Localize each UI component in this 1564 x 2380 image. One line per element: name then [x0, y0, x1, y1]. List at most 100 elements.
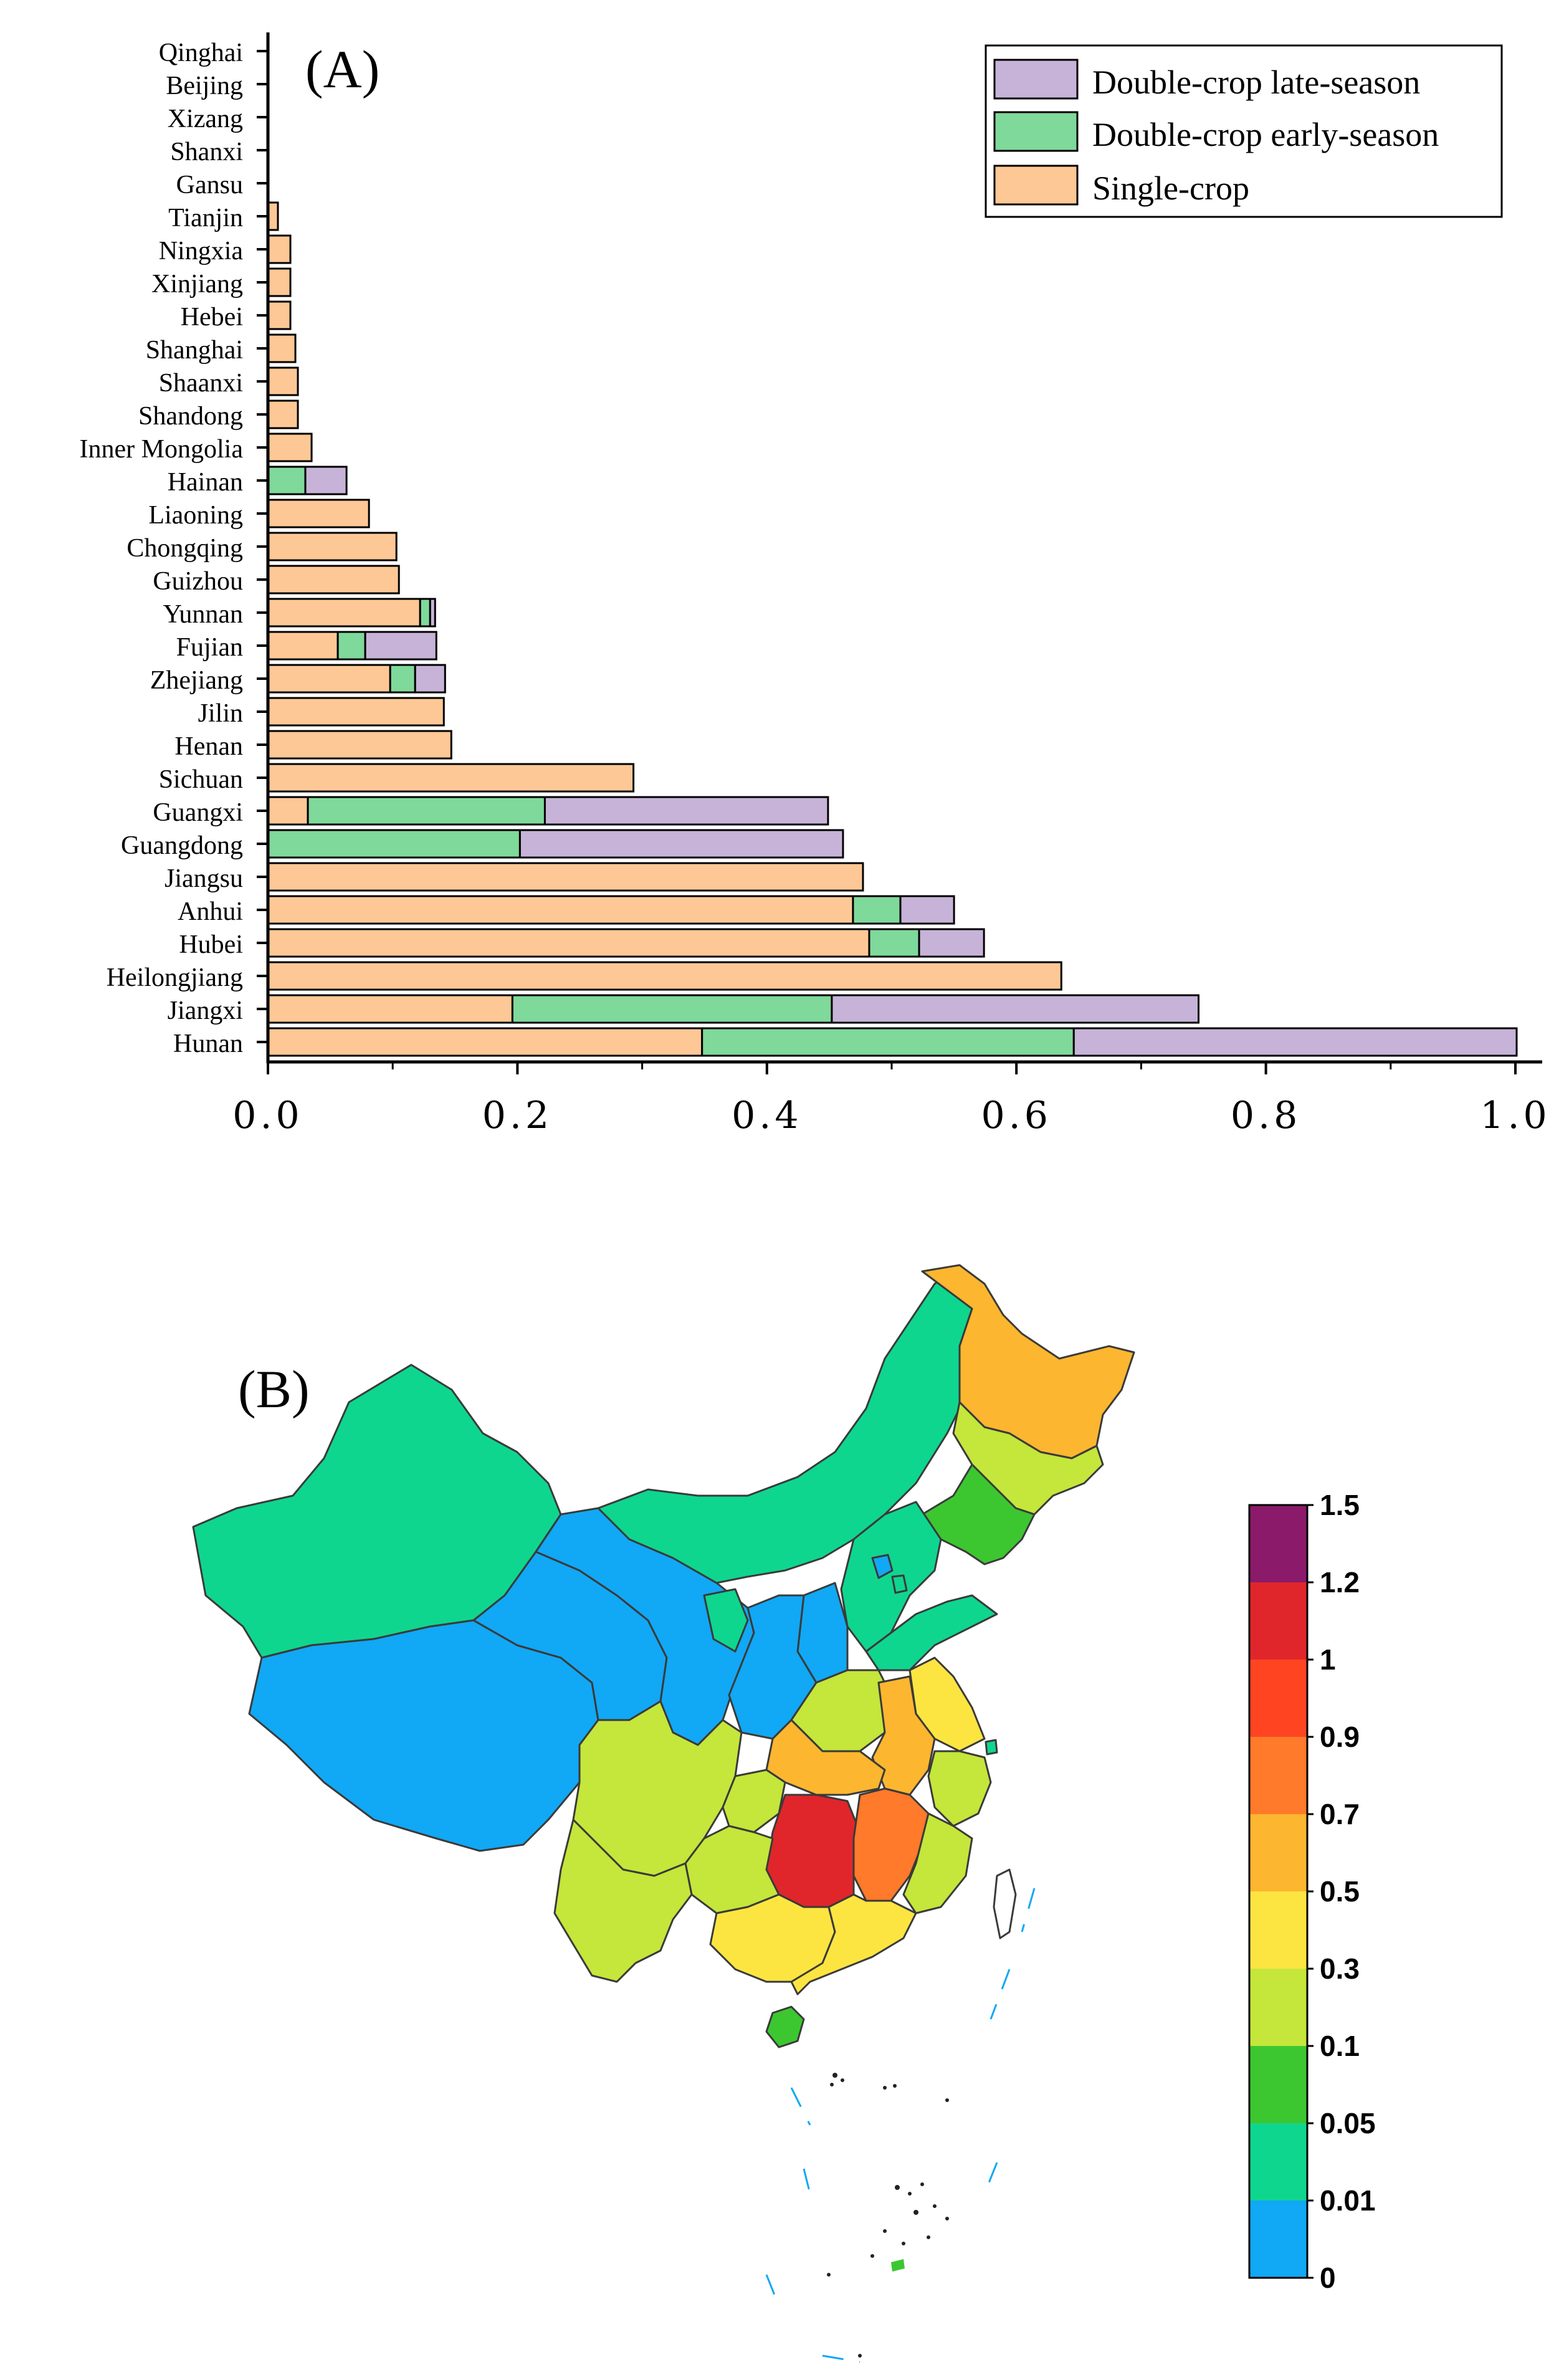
- y-axis-ticks: [257, 50, 268, 1043]
- bar-segment-single: [267, 433, 313, 462]
- bar-segment-early: [419, 598, 431, 628]
- panel-a-bar-chart: (A) Qinghai Beijing Xizang Shanxi Gansu Tianj…: [80, 32, 1550, 1137]
- legend-swatch-single: [993, 165, 1079, 206]
- legend-color-bin: [1249, 1660, 1307, 1737]
- legend-bin-label: 0.1: [1320, 2030, 1360, 2062]
- category-label: Beijing: [166, 72, 243, 100]
- x-tick-label: 0.8: [1231, 1094, 1301, 1137]
- bar-segment-late: [1072, 1027, 1518, 1057]
- bar-segment-early: [336, 631, 366, 661]
- region-shanghai: [985, 1739, 998, 1756]
- legend-color-bin: [1249, 1737, 1307, 1814]
- bar-segment-single: [267, 399, 299, 429]
- region-liaoning: [921, 1463, 1036, 1565]
- bar-segment-single: [267, 994, 513, 1024]
- bar-segment-single: [267, 565, 400, 595]
- category-label: Hubei: [179, 930, 243, 959]
- legend-label-late: Double-crop late-season: [1092, 64, 1420, 101]
- bar-segment-early: [511, 994, 833, 1024]
- category-label: Gansu: [176, 171, 243, 199]
- bar-segment-single: [267, 532, 398, 562]
- region-xizang: [248, 1619, 599, 1852]
- x-axis: 0.0 0.2 0.4 0.6 0.8 1.0: [232, 1062, 1550, 1137]
- region-yunnan: [553, 1818, 693, 1983]
- panel-b-label: (B): [238, 1359, 310, 1419]
- legend-bin-label: 1.2: [1320, 1566, 1360, 1599]
- category-label: Jilin: [198, 699, 243, 728]
- legend-color-bin: [1249, 1891, 1307, 1969]
- bar-segment-single: [267, 1027, 703, 1057]
- bar-segment-early: [307, 796, 546, 826]
- region-tianjin: [891, 1574, 908, 1594]
- legend-color-bin: [1249, 1505, 1307, 1582]
- category-label: Guangdong: [121, 831, 243, 860]
- category-label: Xinjiang: [151, 270, 243, 299]
- category-label: Fujian: [176, 633, 243, 662]
- category-label: Shaanxi: [159, 369, 243, 398]
- legend-bin-label: 0: [1320, 2262, 1336, 2294]
- bar-segment-early: [389, 664, 416, 694]
- bar-segment-late: [918, 928, 985, 958]
- bar-segment-single: [267, 763, 635, 793]
- bar-segment-late: [899, 895, 955, 925]
- legend-color-bin: [1249, 2046, 1307, 2123]
- map-color-legend: 1.5 1.2 1 0.9 0.7 0.5 0.3 0.1 0.05 0.01 0: [1248, 1489, 1376, 2294]
- bar-segment-single: [267, 895, 854, 925]
- bar-segment-single: [267, 366, 299, 396]
- category-label: Jiangsu: [165, 864, 243, 893]
- region-chongqing: [722, 1769, 786, 1833]
- bar-segment-early: [267, 466, 307, 495]
- category-label: Inner Mongolia: [80, 435, 244, 464]
- x-tick-label: 0.2: [482, 1094, 553, 1137]
- bar-segment-late: [364, 631, 437, 661]
- category-label: Guangxi: [153, 798, 243, 827]
- bar-segment-single: [267, 300, 292, 330]
- legend-bin-label: 0.5: [1320, 1875, 1360, 1908]
- panel-b-map: (B): [192, 1264, 1376, 2363]
- region-zhejiang: [927, 1750, 992, 1827]
- category-label: Xizang: [168, 105, 243, 133]
- category-label: Hebei: [181, 303, 243, 332]
- category-label: Henan: [174, 732, 243, 761]
- category-label: Hainan: [168, 468, 243, 497]
- bar-segment-single: [267, 234, 292, 264]
- legend-label-early: Double-crop early-season: [1092, 116, 1439, 153]
- category-label: Tianjin: [168, 204, 243, 232]
- bar-segment-late: [543, 796, 829, 826]
- legend-bin-label: 0.7: [1320, 1798, 1360, 1830]
- category-label: Shanxi: [170, 138, 243, 166]
- legend-color-bin: [1249, 2201, 1307, 2278]
- legend-color-bin: [1249, 1814, 1307, 1891]
- island-green: [891, 2259, 905, 2272]
- category-label: Ningxia: [159, 237, 244, 265]
- region-guangdong: [790, 1893, 917, 1995]
- category-label: Jiangxi: [168, 996, 243, 1025]
- bar-segment-single: [267, 961, 1062, 991]
- bar-segment-single: [267, 928, 870, 958]
- legend-color-bin: [1249, 1582, 1307, 1660]
- bar-segment-single: [267, 499, 370, 528]
- bar-segment-single: [267, 267, 292, 297]
- legend-bin-label: 0.05: [1320, 2107, 1376, 2139]
- category-label: Guizhou: [153, 567, 243, 596]
- china-map: [192, 1264, 1135, 2363]
- legend-bin-label: 0.01: [1320, 2184, 1376, 2217]
- category-label: Sichuan: [159, 765, 243, 794]
- legend-bin-label: 1.5: [1320, 1489, 1360, 1521]
- legend-label-single: Single-crop: [1092, 170, 1249, 207]
- bar-segment-single: [267, 598, 421, 628]
- x-tick-label: 0.0: [232, 1094, 303, 1137]
- region-fujian: [902, 1812, 973, 1914]
- region-anhui: [871, 1675, 936, 1796]
- maritime-boundary: [765, 1888, 1036, 2363]
- category-label: Hunan: [173, 1030, 243, 1058]
- bar-segment-single: [267, 796, 309, 826]
- x-tick-label: 1.0: [1480, 1094, 1550, 1137]
- category-label: Anhui: [178, 897, 243, 926]
- region-hainan: [765, 2005, 805, 2048]
- region-hunan: [765, 1794, 861, 1908]
- bar-segment-early: [868, 928, 920, 958]
- bar-segment-late: [429, 598, 436, 628]
- legend-bin-label: 1: [1320, 1643, 1336, 1676]
- legend-bin-label: 0.3: [1320, 1952, 1360, 1985]
